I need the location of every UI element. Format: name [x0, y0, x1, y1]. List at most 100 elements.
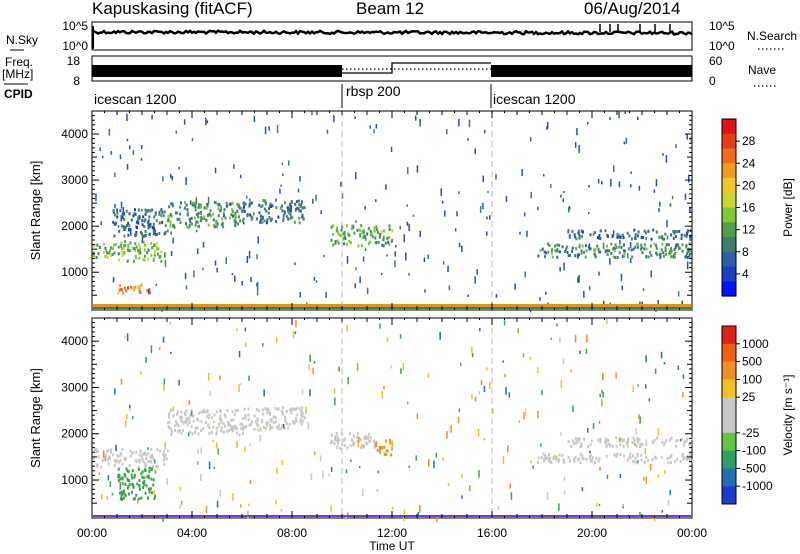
echo-cell [128, 224, 131, 228]
echo-cell [151, 453, 153, 457]
echo-cell [373, 439, 376, 443]
echo-cell [623, 254, 626, 258]
echo-cell [200, 211, 202, 215]
echo-cell [143, 240, 146, 244]
date-title: 06/Aug/2014 [584, 0, 680, 18]
echo-cell [190, 409, 193, 412]
echo-cell [126, 486, 129, 490]
echo-cell [334, 438, 336, 442]
echo-cell [116, 454, 119, 458]
echo-cell [360, 244, 363, 247]
echo-cell [216, 222, 219, 226]
echo-cell [196, 248, 199, 254]
echo-cell [599, 440, 602, 444]
echo-cell [584, 255, 587, 259]
echo-cell [347, 232, 349, 236]
echo-cell [641, 442, 644, 446]
echo-cell [146, 251, 149, 255]
echo-cell [566, 245, 569, 249]
echo-cell [482, 175, 484, 183]
echo-cell [124, 483, 127, 486]
echo-cell [640, 458, 643, 462]
cpid-row: CPID icescan 1200 rbsp 200 icescan 1200 [4, 83, 576, 108]
echo-cell [213, 218, 215, 222]
echo-cell [213, 420, 215, 423]
echo-cell [162, 453, 165, 457]
echo-cell [151, 491, 153, 495]
echo-cell [680, 233, 683, 237]
echo-cell [679, 459, 682, 463]
echo-cell [657, 474, 659, 478]
echo-cell [135, 450, 138, 454]
echo-cell [113, 251, 116, 255]
echo-cell [140, 283, 143, 287]
echo-cell [305, 406, 307, 414]
time-axis: 00:00 04:00 08:00 12:00 16:00 20:00 00:00 [77, 526, 707, 540]
echo-cell [115, 221, 117, 225]
echo-cell [137, 465, 140, 469]
echo-cell [239, 382, 242, 386]
echo-cell [325, 291, 327, 298]
echo-cell [103, 243, 106, 246]
echo-cell [134, 233, 137, 236]
freq-label-top: Freq. [5, 55, 33, 69]
echo-cell [626, 231, 629, 235]
colorbar-swatch [722, 450, 736, 469]
echo-cell [575, 247, 578, 251]
echo-cell [663, 362, 666, 365]
echo-cell [236, 209, 239, 213]
echo-cell [596, 244, 599, 248]
echo-cell [141, 219, 144, 223]
echo-cell [379, 323, 381, 329]
echo-cell [471, 394, 473, 400]
echo-cell [114, 388, 116, 395]
echo-cell [377, 470, 379, 474]
echo-cell [144, 462, 147, 466]
echo-cell [152, 483, 155, 487]
echo-cell [200, 429, 202, 433]
echo-cell [107, 462, 110, 466]
echo-cell [167, 214, 170, 218]
echo-cell [243, 222, 245, 225]
echo-cell [573, 457, 575, 461]
echo-cell [109, 450, 112, 454]
echo-cell [575, 237, 578, 241]
echo-cell [636, 454, 639, 458]
echo-cell [223, 208, 226, 212]
echo-cell [121, 462, 124, 466]
echo-cell [135, 257, 138, 260]
echo-cell [554, 249, 557, 253]
echo-cell [359, 276, 361, 284]
echo-cell [549, 460, 552, 464]
echo-cell [211, 416, 214, 419]
y-tick-label: 1000 [61, 473, 88, 487]
echo-cell [609, 117, 611, 120]
echo-cell [172, 414, 175, 418]
echo-cell [144, 218, 147, 222]
echo-cell [221, 221, 224, 225]
echo-cell [147, 248, 150, 252]
echo-cell [341, 443, 344, 447]
echo-cell [690, 235, 692, 239]
echo-cell [626, 458, 629, 462]
echo-cell [119, 497, 122, 501]
echo-cell [249, 479, 252, 484]
echo-cell [127, 470, 130, 473]
echo-cell [374, 236, 377, 240]
echo-cell [150, 345, 153, 354]
echo-cell [366, 442, 369, 446]
echo-cell [130, 218, 133, 222]
echo-cell [355, 267, 357, 271]
echo-cell [97, 455, 100, 459]
echo-cell [597, 438, 600, 442]
echo-cell [256, 422, 258, 426]
echo-cell [403, 516, 405, 522]
echo-cell [590, 459, 592, 463]
echo-cell [406, 204, 408, 207]
colorbar-tick-label: 28 [742, 134, 756, 148]
x-tick-label: 00:00 [77, 526, 107, 540]
echo-cell [285, 410, 288, 413]
echo-cell [258, 203, 261, 207]
echo-cell [357, 244, 360, 248]
echo-cell [537, 366, 539, 374]
